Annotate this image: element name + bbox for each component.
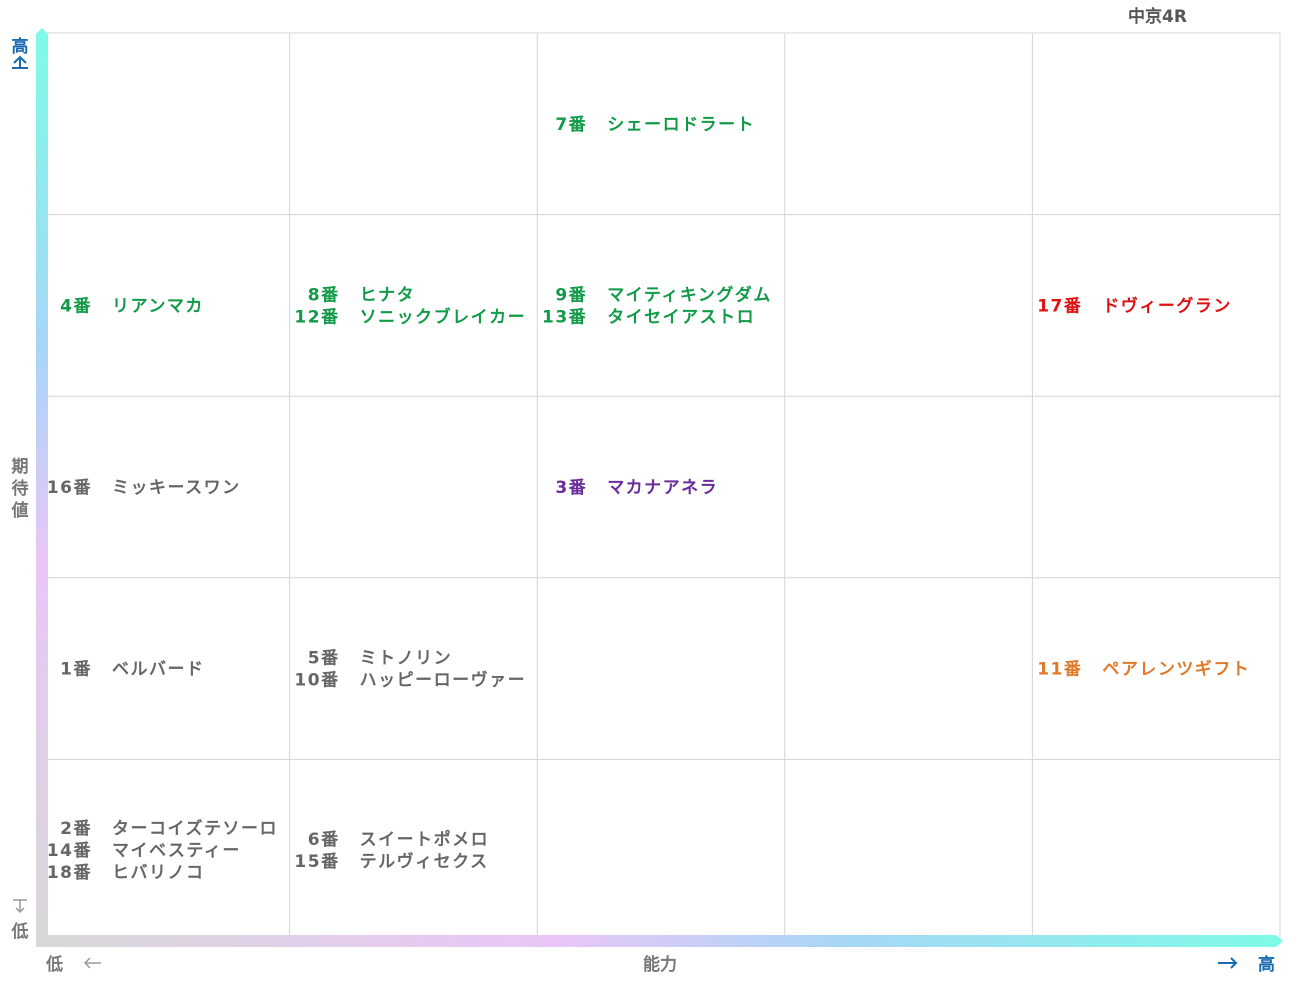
x-axis-right-arrow-icon xyxy=(1218,957,1238,969)
y-axis-arrowhead xyxy=(36,28,48,34)
horse-name: ハッピーローヴァー xyxy=(360,670,526,691)
horse-number: 13番 xyxy=(542,307,587,327)
chart-grid xyxy=(42,32,1281,941)
x-axis-bar xyxy=(36,935,1276,947)
horse-cell: 6番 スイートポメロ 15番 テルヴィセクス xyxy=(294,829,490,872)
y-axis-label: 期待値 xyxy=(11,457,29,521)
horse-cell: 1番 ベルバード xyxy=(60,660,205,680)
horse-cell: 17番 ドヴィーグラン xyxy=(1037,295,1232,316)
horse-number: 16番 xyxy=(47,478,92,498)
y-axis-low-label: 低 xyxy=(11,921,29,942)
horse-name: マイティキングダム xyxy=(607,284,772,305)
horse-name: マカナアネラ xyxy=(607,478,718,498)
horse-cell: 7番 シェーロドラート xyxy=(555,115,755,135)
horse-number: 10番 xyxy=(294,671,339,691)
horse-name: テルヴィセクス xyxy=(360,851,489,872)
horse-number: 2番 xyxy=(60,819,92,839)
horse-number: 8番 xyxy=(308,285,340,305)
horse-name: ミッキースワン xyxy=(112,478,241,498)
horse-name: ペアレンツギフト xyxy=(1102,660,1250,680)
horse-cells: 7番 シェーロドラート 4番 リアンマカ 8番 ヒナタ 12番 ソニックブレイカー 9番 マイティ… xyxy=(47,115,1250,883)
y-axis-bar xyxy=(36,34,48,942)
horse-name: ヒバリノコ xyxy=(112,863,205,883)
horse-cell: 2番 ターコイズテソーロ 14番 マイベスティー 18番 ヒバリノコ xyxy=(47,818,278,883)
horse-name: ベルバード xyxy=(112,660,205,680)
horse-cell: 11番 ペアレンツギフト xyxy=(1037,660,1250,680)
horse-number: 18番 xyxy=(47,863,92,883)
horse-cell: 8番 ヒナタ 12番 ソニックブレイカー xyxy=(294,285,526,327)
x-axis-left-arrow-icon xyxy=(83,957,101,969)
horse-name: ヒナタ xyxy=(360,285,416,305)
horse-number: 3番 xyxy=(555,478,587,498)
y-axis-label-char: 値 xyxy=(11,500,29,521)
horse-name: ドヴィーグラン xyxy=(1102,295,1232,316)
horse-number: 6番 xyxy=(308,830,340,850)
y-axis-down-arrow-icon xyxy=(13,899,27,914)
x-axis-arrowhead xyxy=(1276,935,1283,947)
horse-cell: 3番 マカナアネラ xyxy=(555,478,718,498)
horse-number: 5番 xyxy=(308,649,340,669)
horse-name: ミトノリン xyxy=(360,649,453,669)
race-title: 中京4R xyxy=(1128,7,1187,27)
horse-number: 17番 xyxy=(1037,296,1082,316)
horse-number: 4番 xyxy=(60,296,92,316)
horse-name: スイートポメロ xyxy=(360,829,490,850)
horse-name: マイベスティー xyxy=(112,841,241,861)
horse-name: シェーロドラート xyxy=(607,115,755,135)
horse-cell: 9番 マイティキングダム 13番 タイセイアストロ xyxy=(542,284,772,327)
x-axis-high-label: 高 xyxy=(1258,954,1275,975)
horse-number: 12番 xyxy=(294,307,339,327)
horse-number: 15番 xyxy=(294,852,339,872)
y-axis-label-char: 期 xyxy=(12,457,29,477)
horse-number: 1番 xyxy=(60,660,92,680)
y-axis-up-arrow-icon xyxy=(12,55,28,69)
horse-name: ソニックブレイカー xyxy=(360,306,526,327)
horse-number: 7番 xyxy=(555,115,587,135)
x-axis-low-label: 低 xyxy=(45,954,63,975)
y-axis-label-char: 待 xyxy=(12,478,29,499)
horse-cell: 5番 ミトノリン 10番 ハッピーローヴァー xyxy=(294,649,526,691)
x-axis-label: 能力 xyxy=(643,954,677,975)
horse-number: 11番 xyxy=(1037,660,1082,680)
horse-name: タイセイアストロ xyxy=(607,307,755,327)
horse-cell: 16番 ミッキースワン xyxy=(47,478,241,498)
y-axis-high-label: 高 xyxy=(12,36,29,57)
horse-name: ターコイズテソーロ xyxy=(112,818,278,839)
horse-number: 9番 xyxy=(555,285,587,305)
horse-name: リアンマカ xyxy=(112,296,204,316)
horse-cell: 4番 リアンマカ xyxy=(60,296,204,316)
horse-number: 14番 xyxy=(47,841,92,861)
